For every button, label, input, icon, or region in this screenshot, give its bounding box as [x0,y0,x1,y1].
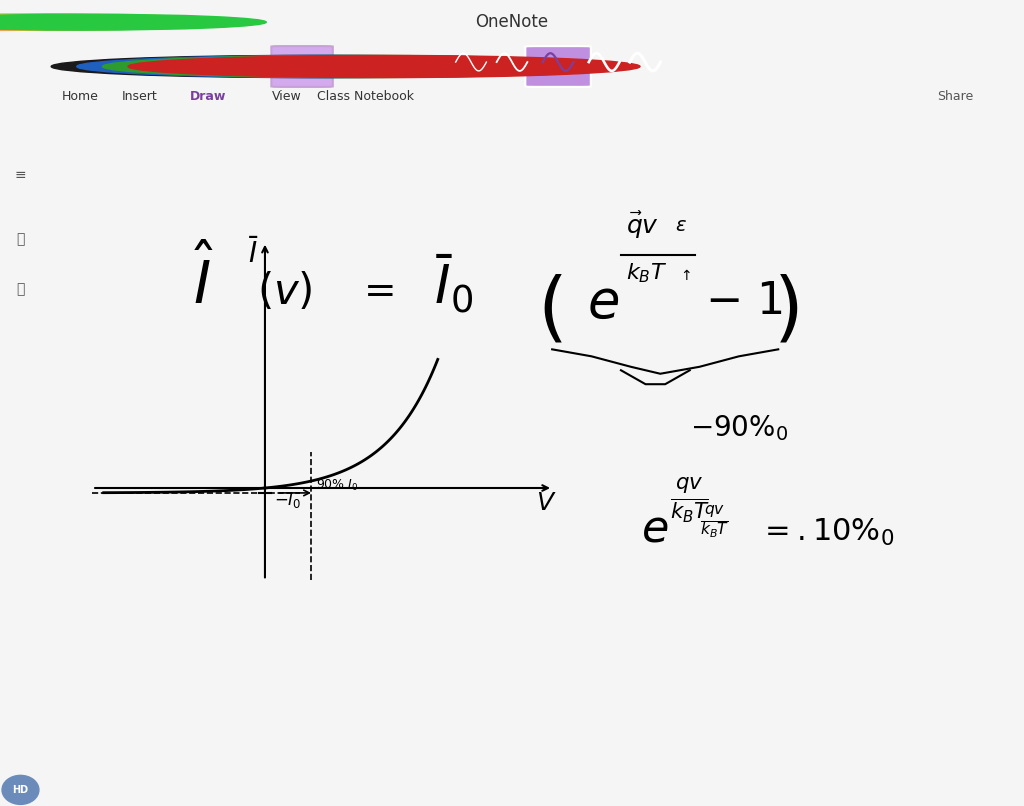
FancyBboxPatch shape [271,46,333,87]
Text: $k_BT$: $k_BT$ [626,262,667,285]
Text: Insert: Insert [122,90,157,103]
Text: $($: $($ [538,274,563,348]
Text: $V$: $V$ [536,492,556,514]
Text: Share: Share [937,90,974,103]
Circle shape [0,15,241,30]
Text: $\uparrow$: $\uparrow$ [678,268,691,283]
Text: Draw: Draw [189,90,226,103]
Text: $\hat{I}$: $\hat{I}$ [194,248,215,317]
Circle shape [0,15,266,30]
FancyBboxPatch shape [525,46,591,87]
Text: $\frac{qv}{k_BT}$: $\frac{qv}{k_BT}$ [699,504,729,541]
Text: $\frac{qv}{k_BT}$: $\frac{qv}{k_BT}$ [670,475,710,525]
Text: Home: Home [61,90,98,103]
Circle shape [51,56,563,77]
Text: $-\ 1$: $-\ 1$ [705,280,782,323]
Text: 🔍: 🔍 [16,232,25,247]
Text: $\bar{I}$: $\bar{I}$ [248,239,259,269]
Text: $-90\%_0$: $-90\%_0$ [690,413,787,443]
Text: $-I_0$: $-I_0$ [273,490,301,510]
Text: $\vec{q}v$: $\vec{q}v$ [626,210,658,241]
Text: $\bar{I}_0$: $\bar{I}_0$ [434,252,473,315]
Text: ≡: ≡ [14,168,27,181]
Text: 🕐: 🕐 [16,283,25,297]
Text: HD: HD [12,785,29,795]
Text: $=$: $=$ [355,272,393,309]
Text: View: View [271,90,302,103]
Text: OneNote: OneNote [475,13,549,31]
Text: $= .10\%_0$: $= .10\%_0$ [759,517,894,548]
Text: $e$: $e$ [641,507,668,550]
Circle shape [0,15,215,30]
Text: Class Notebook: Class Notebook [316,90,414,103]
Circle shape [77,56,589,77]
Text: $(v)$: $(v)$ [257,271,312,313]
Circle shape [102,56,614,77]
Circle shape [128,56,640,77]
Text: $\epsilon$: $\epsilon$ [675,217,687,235]
Text: $)$: $)$ [773,274,799,348]
Text: $90\%\ I_0$: $90\%\ I_0$ [315,478,358,493]
Text: $e$: $e$ [587,278,618,329]
